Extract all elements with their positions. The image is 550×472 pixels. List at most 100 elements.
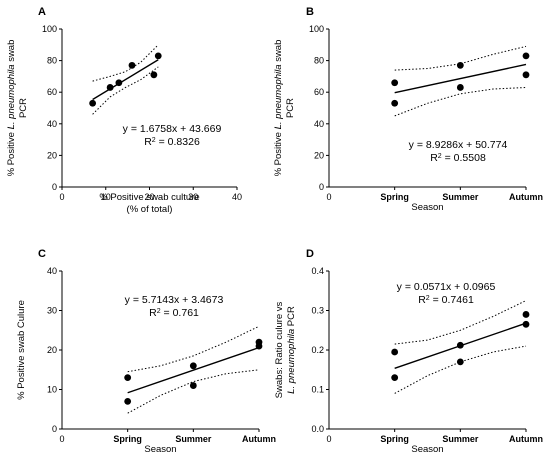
y-axis-label: PCR xyxy=(285,98,296,118)
y-tick-label: 0 xyxy=(52,424,57,434)
data-point xyxy=(522,311,530,318)
data-point xyxy=(128,61,136,69)
x-origin-label: 0 xyxy=(326,434,331,444)
y-axis-label: Swabs: Ratio culure vs xyxy=(274,301,285,398)
data-point xyxy=(522,71,530,79)
ci-lower-band xyxy=(394,345,527,394)
data-point xyxy=(189,382,197,389)
ci-lower-band xyxy=(92,66,159,115)
r-squared-value: = 0.5508 xyxy=(442,152,486,164)
regression-equation: y = 5.7143x + 3.4673 xyxy=(125,294,224,306)
y-tick-label: 40 xyxy=(314,119,324,129)
y-tick-label: 100 xyxy=(42,24,57,34)
y-axis-label: PCR xyxy=(18,98,29,118)
data-point xyxy=(522,52,530,60)
panel-letter: A xyxy=(38,6,46,18)
y-axis-label-part: PCR xyxy=(286,306,297,329)
data-point xyxy=(255,342,263,350)
data-point xyxy=(124,397,132,405)
y-tick-label: 20 xyxy=(314,150,324,160)
r-squared-value: = 0.761 xyxy=(161,307,199,319)
y-axis-label-italic: L. pneumophila xyxy=(286,329,297,394)
x-tick-label: 10 xyxy=(101,192,111,202)
r-squared: R2 = 0.8326 xyxy=(144,136,200,148)
x-origin-label: 0 xyxy=(326,192,331,202)
regression-equation: y = 1.6758x + 43.669 xyxy=(123,123,222,135)
panel-letter: D xyxy=(306,248,314,260)
x-tick-label: 0 xyxy=(59,192,64,202)
x-axis-label: (% of total) xyxy=(127,204,173,215)
ci-upper-band xyxy=(394,45,527,71)
y-tick-label: 0 xyxy=(52,182,57,192)
ci-upper-band xyxy=(92,44,159,82)
ci-upper-band xyxy=(394,300,527,345)
y-tick-label: 80 xyxy=(47,56,57,66)
y-tick-label: 0.4 xyxy=(311,266,324,276)
y-tick-label: 0.2 xyxy=(311,345,324,355)
data-point xyxy=(456,358,464,366)
x-axis-label: Season xyxy=(144,444,176,455)
ci-upper-band xyxy=(127,325,260,373)
r-squared-value: = 0.8326 xyxy=(156,136,200,148)
r-squared-label: R xyxy=(144,136,152,148)
x-tick-label: Autumn xyxy=(509,192,543,202)
x-tick-label: Summer xyxy=(442,192,479,202)
r-squared: R2 = 0.5508 xyxy=(430,152,486,164)
r-squared-exponent: 2 xyxy=(152,137,156,144)
data-point xyxy=(115,79,123,87)
y-tick-label: 20 xyxy=(47,345,57,355)
y-axis-label-part: % Positive xyxy=(273,129,284,176)
r-squared-exponent: 2 xyxy=(438,153,442,160)
x-tick-label: 40 xyxy=(232,192,242,202)
panel-d: D 0.0 0.1 0.2 0.3 0.4 0 Spring Summer Autumn Seaso… xyxy=(274,248,543,455)
data-point xyxy=(106,84,114,91)
data-point xyxy=(391,374,399,382)
data-point xyxy=(154,52,162,60)
y-tick-label: 20 xyxy=(47,150,57,160)
y-axis-label-italic: L. pneumophila xyxy=(273,64,284,129)
y-tick-label: 0.1 xyxy=(311,385,324,395)
r-squared-label: R xyxy=(418,294,426,306)
regression-equation: y = 0.0571x + 0.0965 xyxy=(397,281,496,293)
data-point xyxy=(456,61,464,69)
x-tick-label: 20 xyxy=(144,192,154,202)
x-tick-label: Spring xyxy=(113,434,142,444)
data-point xyxy=(89,99,97,107)
x-tick-label: Summer xyxy=(442,434,479,444)
y-tick-label: 60 xyxy=(314,87,324,97)
panel-a: A 0 20 40 60 80 100 0 10 20 30 40 % Positive swab cu… xyxy=(6,6,242,215)
y-tick-label: 10 xyxy=(47,385,57,395)
r-squared: R2 = 0.761 xyxy=(149,307,199,319)
x-origin-label: 0 xyxy=(59,434,64,444)
ci-lower-band xyxy=(127,369,260,414)
y-axis-label-italic: L. pneumophila xyxy=(6,64,17,129)
y-tick-label: 40 xyxy=(47,119,57,129)
x-tick-label: Spring xyxy=(380,192,409,202)
y-axis-label: % Positive L. pneumophila swab xyxy=(6,40,17,177)
y-axis-label: L. pneumophila PCR xyxy=(286,306,297,394)
ci-lower-band xyxy=(394,87,527,117)
r-squared-exponent: 2 xyxy=(426,295,430,302)
r-squared: R2 = 0.7461 xyxy=(418,294,474,306)
panel-b: B 0 20 40 60 80 100 0 Spring Summer Autumn Season % … xyxy=(273,6,543,213)
y-axis-label: % Positive swab Culure xyxy=(16,300,27,400)
y-tick-label: 0.0 xyxy=(311,424,324,434)
regression-line xyxy=(127,346,260,394)
r-squared-value: = 0.7461 xyxy=(430,294,474,306)
panel-letter: B xyxy=(306,6,314,18)
y-tick-label: 100 xyxy=(309,24,324,34)
data-point xyxy=(391,348,399,356)
y-tick-label: 0.3 xyxy=(311,306,324,316)
y-tick-label: 80 xyxy=(314,56,324,66)
data-point xyxy=(456,84,464,91)
y-axis-label: % Positive L. pneumophila swab xyxy=(273,40,284,177)
x-tick-label: Autumn xyxy=(242,434,276,444)
data-point xyxy=(391,99,399,107)
r-squared-label: R xyxy=(149,307,157,319)
y-tick-label: 40 xyxy=(47,266,57,276)
data-point xyxy=(522,320,530,328)
data-point xyxy=(456,341,464,349)
x-tick-label: Autumn xyxy=(509,434,543,444)
y-axis-label-part: swab xyxy=(6,40,17,65)
